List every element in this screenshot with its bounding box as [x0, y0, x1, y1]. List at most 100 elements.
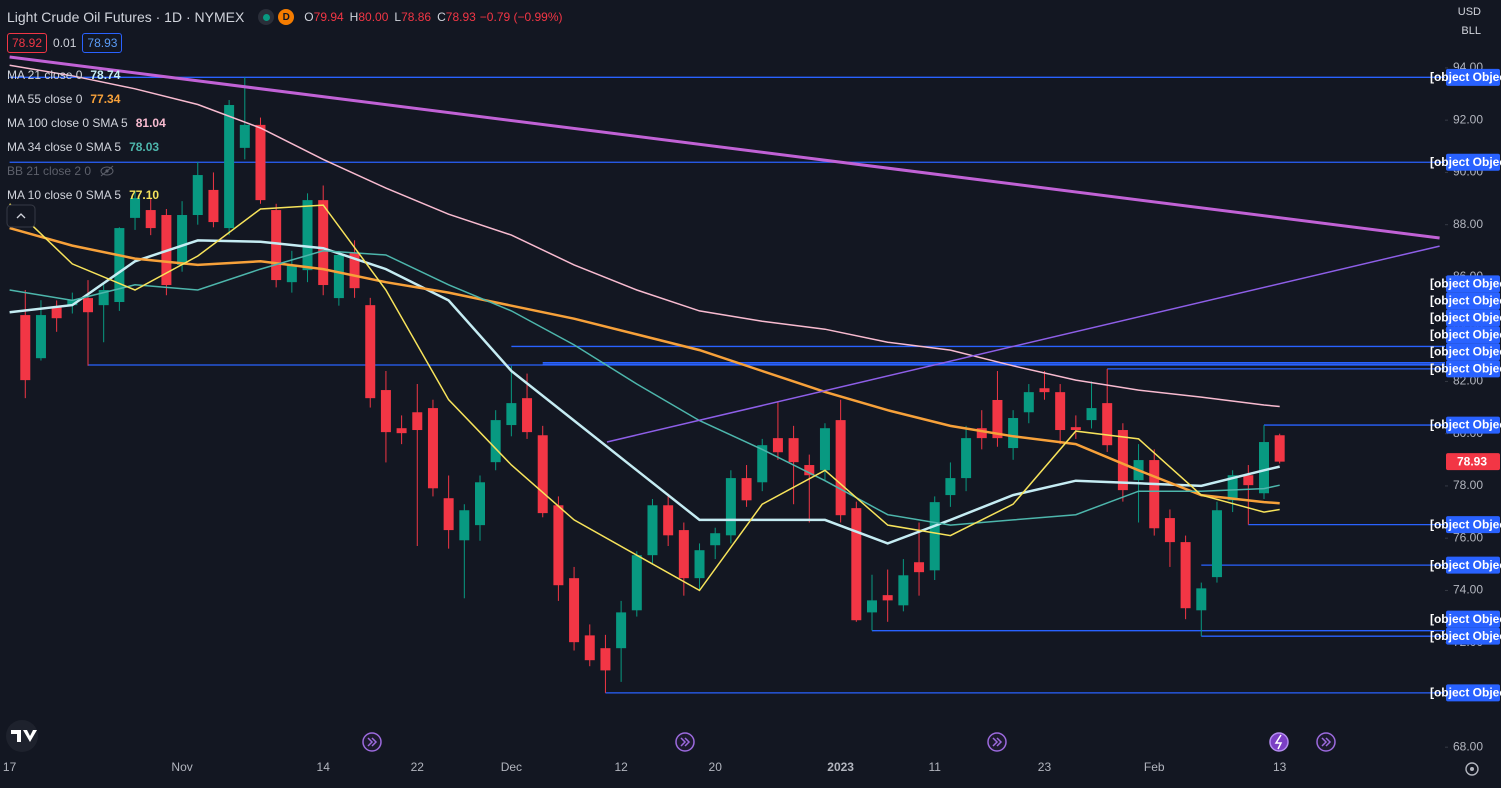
ma-line [9, 203, 1280, 592]
price-label: [object Object] [1430, 418, 1501, 432]
candle-body [1086, 408, 1097, 421]
candle-body [1243, 475, 1254, 486]
ohlc-key: L [394, 10, 402, 24]
settings-icon[interactable] [1465, 762, 1479, 776]
candle-body [506, 403, 517, 426]
candle-body [271, 210, 282, 281]
candle-body [569, 578, 580, 643]
ohlc-value: 78.86 [401, 10, 432, 24]
price-label: [object Object] [1430, 612, 1501, 626]
candle-body [1164, 518, 1175, 543]
legend-value: 77.10 [129, 188, 160, 202]
price-label: [object Object] [1430, 558, 1501, 572]
candle-body [145, 210, 156, 229]
ohlc-key: O [304, 10, 314, 24]
candle-body [490, 420, 501, 463]
candle-body [396, 428, 407, 434]
ohlc: O79.94 H80.00 L78.86 C78.93 [304, 10, 476, 24]
candle-body [725, 478, 736, 536]
hidden-icon[interactable] [99, 165, 115, 177]
candle-body [130, 198, 141, 218]
price-label-box [1446, 684, 1500, 702]
candle-body [208, 189, 219, 223]
legend-row[interactable]: MA 100 close 0 SMA 5 81.04 [7, 111, 166, 135]
price-label-box [1446, 292, 1500, 310]
candle-body [192, 175, 203, 216]
x-tick-label: 23 [1038, 760, 1052, 774]
candle-body [114, 228, 125, 303]
trend-line [606, 245, 1440, 443]
event-icon[interactable] [987, 732, 1007, 752]
trend-line [9, 55, 1440, 240]
candle-body [741, 478, 752, 501]
badge[interactable]: D [278, 9, 295, 25]
candle-body [882, 595, 893, 601]
y-tick-label: 76.00 [1453, 530, 1483, 544]
candle-body [914, 562, 925, 573]
candle-body [20, 315, 31, 381]
event-icon[interactable] [1316, 732, 1336, 752]
ohlc-value: 79.94 [313, 10, 344, 24]
price-label-box [1446, 627, 1500, 645]
ohlc-key: H [349, 10, 359, 24]
candle-body [255, 124, 266, 201]
collapse-button[interactable] [6, 204, 36, 228]
legend-value: 77.34 [90, 92, 121, 106]
price-label: [object Object] [1430, 345, 1501, 359]
quote: 78.92 0.01 78.93 [7, 33, 123, 53]
candle-body [945, 478, 956, 496]
legend-row[interactable]: BB 21 close 2 0 [7, 159, 166, 183]
price-label: [object Object] [1430, 70, 1501, 84]
event-icon[interactable] [1269, 732, 1289, 752]
candle-body [710, 533, 721, 546]
candle-body [1259, 442, 1269, 494]
x-tick-label: 14 [317, 760, 331, 774]
candle-body [333, 254, 344, 299]
ohlc-value: 78.93 [445, 10, 476, 24]
candle-body [772, 438, 783, 453]
event-markers [362, 732, 1336, 752]
unit[interactable]: BLL [1461, 25, 1481, 37]
candle-body [302, 200, 313, 271]
candle-body [349, 253, 360, 289]
ask[interactable]: 78.93 [82, 33, 123, 53]
legend-row[interactable]: MA 10 close 0 SMA 5 77.10 [7, 183, 166, 207]
candles-layer [20, 77, 1285, 693]
candle-body [553, 505, 564, 586]
candle-body [318, 200, 329, 286]
legend-name: BB 21 close 2 0 [7, 164, 92, 178]
candle-body [1008, 418, 1019, 449]
currency[interactable]: USD [1457, 6, 1481, 18]
legend-row[interactable]: MA 34 close 0 SMA 5 78.03 [7, 135, 166, 159]
price-label-box [1446, 360, 1500, 378]
candle-body [239, 124, 250, 148]
x-tick-label: 17 [3, 760, 17, 774]
candle-body [647, 505, 658, 556]
market-status[interactable] [258, 9, 275, 25]
candle-body [35, 315, 46, 359]
bid[interactable]: 78.92 [7, 33, 48, 53]
price-label-box [1446, 516, 1500, 534]
price-label: [object Object] [1430, 686, 1501, 700]
event-icon[interactable] [362, 732, 382, 752]
ma-line [9, 64, 1280, 408]
candle-body [600, 648, 611, 671]
candle-body [616, 612, 627, 649]
candle-body [98, 289, 109, 306]
legend-row[interactable]: MA 55 close 0 77.34 [7, 87, 166, 111]
candle-body [1102, 403, 1113, 446]
candle-body [459, 510, 470, 541]
price-label: [object Object] [1430, 311, 1501, 325]
x-tick-label: 22 [411, 760, 425, 774]
candle-body [1039, 388, 1050, 393]
candle-body [1117, 430, 1128, 491]
price-label-box [1446, 610, 1500, 628]
legend-value: 81.04 [135, 116, 166, 130]
event-icon[interactable] [675, 732, 695, 752]
candle-body [757, 445, 768, 483]
legend-row[interactable]: MA 21 close 0 78.74 [7, 63, 166, 87]
x-tick-label: 13 [1273, 760, 1287, 774]
symbol-title[interactable]: Light Crude Oil Futures · 1D · NYMEX [7, 9, 245, 25]
candle-body [1149, 460, 1160, 529]
